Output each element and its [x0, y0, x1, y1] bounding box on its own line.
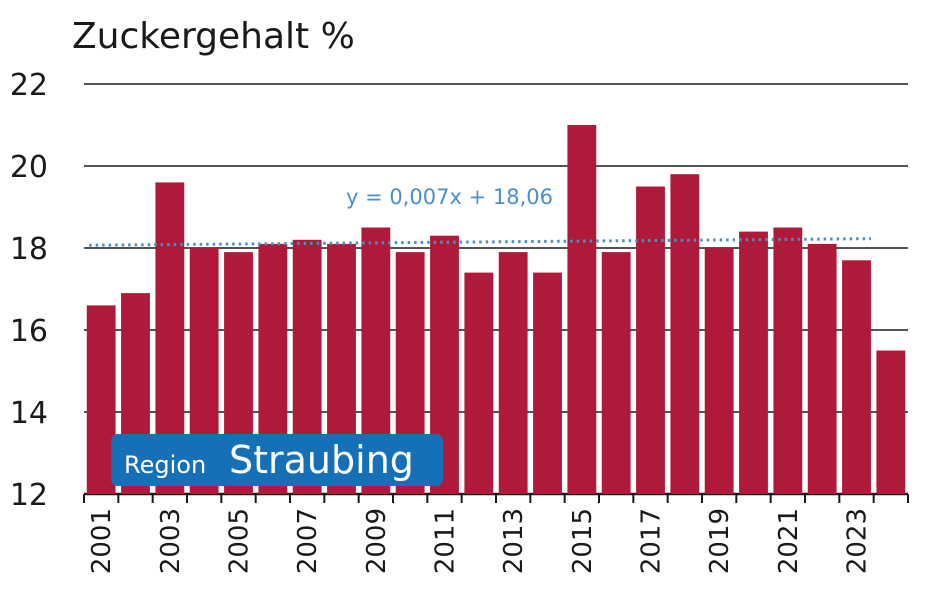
trendline-path	[89, 237, 871, 247]
x-tick-label: 2003	[156, 508, 186, 574]
bar-2001	[86, 305, 116, 494]
bar-2023	[842, 260, 871, 494]
x-tick-label: 2021	[774, 508, 804, 574]
trendline-label: y = 0,007x + 18,06	[346, 185, 553, 209]
bar-2014	[533, 272, 562, 494]
region-badge: Region Straubing	[111, 434, 443, 486]
y-tick-label: 12	[10, 478, 48, 513]
region-badge-background	[111, 434, 443, 486]
y-axis-ticks: 12 14 16 18 20 22	[10, 68, 48, 513]
bar-2013	[498, 252, 528, 494]
bar-2015	[567, 125, 597, 494]
region-badge-name: Straubing	[229, 438, 414, 482]
bar-2024	[876, 350, 906, 494]
bar-2012	[464, 272, 494, 494]
trendline	[89, 237, 871, 247]
x-tick-label: 2015	[568, 508, 598, 574]
bar-2016	[601, 252, 631, 494]
x-tick-label: 2011	[431, 508, 461, 574]
y-tick-label: 16	[10, 314, 48, 349]
bar-2021	[773, 227, 803, 494]
y-tick-label: 22	[10, 68, 48, 103]
bar-2019	[704, 248, 734, 494]
x-tick-label: 2001	[87, 508, 117, 574]
x-tick-label: 2007	[293, 508, 323, 574]
x-axis-ticks: 2001 2003 2005 2007 2009 2011 2013 2015 2017 2019…	[83, 494, 909, 574]
bar-2022	[807, 243, 837, 494]
x-tick-label: 2019	[705, 508, 735, 574]
region-badge-prefix: Region	[124, 451, 206, 479]
y-tick-label: 14	[10, 396, 48, 431]
x-tick-label: 2017	[637, 508, 667, 574]
x-tick-label: 2005	[225, 508, 255, 574]
bar-2017	[636, 186, 665, 494]
bar-2020	[739, 231, 768, 494]
chart-title: Zuckergehalt %	[72, 16, 355, 57]
y-tick-label: 18	[10, 232, 48, 267]
x-tick-label: 2013	[499, 508, 529, 574]
y-tick-label: 20	[10, 150, 48, 185]
x-tick-label: 2023	[843, 508, 873, 574]
x-tick-label: 2009	[362, 508, 392, 574]
bar-2018	[670, 174, 700, 494]
